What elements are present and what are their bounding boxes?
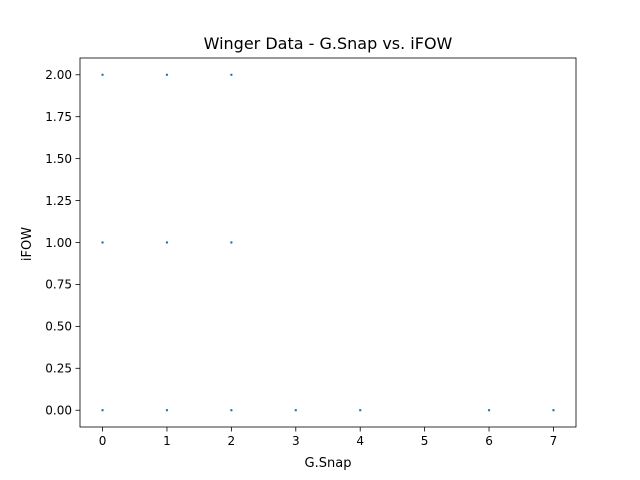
data-point <box>165 73 169 76</box>
x-tick-label: 2 <box>228 434 236 448</box>
data-points <box>101 73 555 412</box>
data-point <box>230 73 233 76</box>
y-tick-label: 1.50 <box>45 152 72 166</box>
x-tick-label: 0 <box>99 434 107 448</box>
data-point <box>230 241 233 244</box>
y-tick-label: 0.00 <box>45 404 72 418</box>
x-axis-label: G.Snap <box>305 456 352 471</box>
x-axis-ticks: 0 1 2 3 4 5 6 7 <box>99 427 558 448</box>
data-point <box>230 409 233 412</box>
chart-title: Winger Data - G.Snap vs. iFOW <box>204 34 453 53</box>
data-point <box>487 409 491 412</box>
data-point <box>359 409 362 412</box>
data-point <box>552 409 555 412</box>
y-tick-label: 0.25 <box>45 362 72 376</box>
y-tick-label: 1.25 <box>45 194 72 208</box>
data-point <box>165 241 169 244</box>
data-point <box>165 409 169 412</box>
x-tick-label: 6 <box>485 434 493 448</box>
y-tick-label: 0.75 <box>45 278 72 292</box>
x-tick-label: 1 <box>163 434 171 448</box>
x-tick-label: 3 <box>292 434 300 448</box>
y-axis-label: iFOW <box>20 227 35 261</box>
data-point <box>101 73 104 76</box>
x-tick-label: 7 <box>550 434 558 448</box>
y-tick-label: 2.00 <box>45 68 72 82</box>
x-tick-label: 4 <box>356 434 364 448</box>
plot-area <box>79 57 577 428</box>
data-point <box>101 409 104 412</box>
plot-frame <box>79 57 577 428</box>
y-tick-label: 0.50 <box>45 320 72 334</box>
y-tick-label: 1.00 <box>45 236 72 250</box>
x-tick-label: 5 <box>421 434 429 448</box>
y-tick-label: 1.75 <box>45 110 72 124</box>
data-point <box>101 241 104 244</box>
y-axis-ticks: 0.00 0.25 0.50 0.75 1.00 1.25 1.50 1.75 2.00 <box>45 68 80 418</box>
data-point <box>294 409 297 412</box>
